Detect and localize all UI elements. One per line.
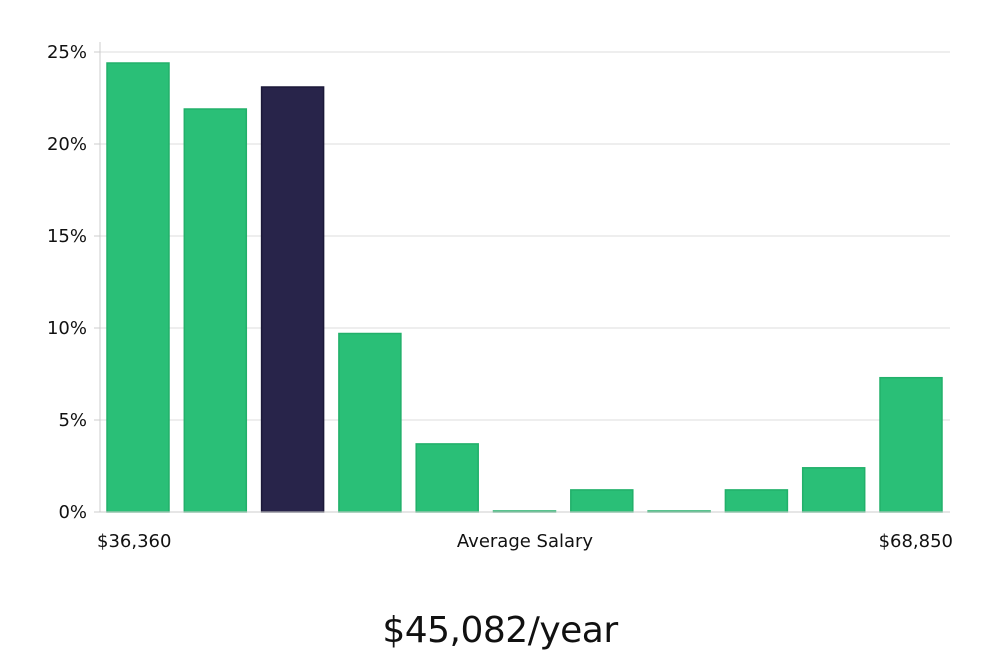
bar-8 [724, 489, 789, 513]
bar-1 [183, 108, 248, 513]
bars [106, 62, 943, 513]
salary-histogram: 0%5%10%15%20%25% $36,360 Average Salary … [47, 42, 953, 552]
x-max-label: $68,850 [879, 531, 953, 552]
x-axis-title: Average Salary [457, 531, 594, 552]
y-tick-label-20: 20% [47, 134, 87, 155]
y-tick-label-10: 10% [47, 318, 87, 339]
bar-9 [801, 467, 866, 513]
bar-2-highlighted [260, 86, 325, 513]
y-tick-label-5: 5% [58, 410, 87, 431]
average-salary-headline: $45,082/year [382, 610, 618, 651]
y-tick-label-15: 15% [47, 226, 87, 247]
bar-0 [106, 62, 170, 513]
bar-3 [338, 332, 402, 513]
y-tick-label-0: 0% [58, 502, 87, 523]
y-tick-label-25: 25% [47, 42, 87, 63]
y-tick-labels: 0% 5% 10% 15% 20% 25% [47, 42, 100, 523]
x-min-label: $36,360 [97, 531, 171, 552]
bar-6 [570, 489, 634, 513]
bar-10 [879, 376, 943, 513]
bar-4 [415, 443, 479, 513]
